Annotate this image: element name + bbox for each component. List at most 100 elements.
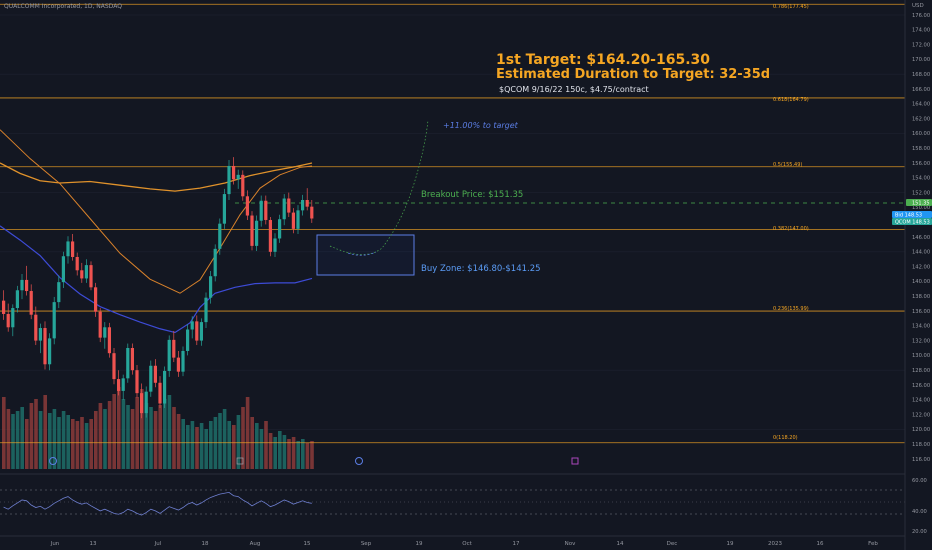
candle-body: [126, 348, 130, 379]
candle: [301, 194, 305, 216]
dividend-marker-icon[interactable]: [49, 457, 57, 465]
ma-short-line: [0, 225, 313, 334]
candle-body: [167, 339, 171, 371]
candle-body: [38, 328, 42, 341]
time-axis-label: 17: [513, 541, 520, 547]
earnings-marker-icon[interactable]: [571, 457, 579, 465]
duration-text: Estimated Duration to Target: 32-35d: [496, 67, 771, 82]
candle-body: [296, 210, 300, 229]
price-axis-label: 144.00: [912, 250, 930, 256]
candle: [268, 217, 272, 257]
volume-bar: [130, 409, 135, 469]
volume-bar: [199, 423, 204, 469]
candle: [48, 333, 52, 371]
candle-body: [245, 196, 249, 216]
volume-bar: [6, 409, 11, 469]
price-axis[interactable]: 176.00 174.00 172.00 170.00 168.00 166.00 164.…: [912, 13, 930, 463]
price-axis-label: 154.00: [912, 176, 930, 182]
volume-bar: [158, 405, 162, 469]
fib-label-0618: 0.618(164.79): [773, 97, 809, 103]
fib-label-0: 0(118.20): [773, 435, 798, 441]
fib-label-0786: 0.786(177.45): [773, 4, 809, 10]
event-markers: [49, 457, 579, 465]
candle: [11, 304, 15, 337]
time-axis-label: Jun: [50, 541, 60, 547]
volume-bar: [89, 419, 93, 469]
candle-body: [98, 311, 102, 338]
volume-bar: [245, 397, 250, 469]
volume-bar: [20, 407, 24, 469]
candle: [213, 244, 217, 282]
volume-bar: [190, 421, 195, 469]
candle: [176, 350, 180, 377]
candle-body: [268, 219, 272, 252]
earnings-marker-icon[interactable]: [236, 457, 244, 465]
candle: [259, 195, 263, 227]
price-axis-label: 126.00: [912, 383, 930, 389]
candle: [25, 265, 29, 296]
candle-body: [75, 256, 79, 271]
volume-bar: [25, 419, 29, 469]
candle-body: [278, 219, 282, 239]
candle-body: [195, 321, 199, 341]
candle: [287, 192, 291, 218]
candle: [6, 303, 10, 332]
volume-bar: [181, 419, 185, 469]
candle: [2, 290, 6, 320]
volume-bar: [273, 437, 277, 469]
fib-label-05: 0.5(155.49): [773, 162, 803, 168]
candle-body: [287, 198, 291, 213]
candle: [71, 234, 75, 261]
time-axis-label: 19: [727, 541, 734, 547]
candle-body: [20, 279, 24, 291]
candle-body: [213, 248, 217, 277]
contract-text: $QCOM 9/16/22 150c, $4.75/contract: [499, 85, 649, 94]
candle: [245, 190, 249, 220]
volume-bar: [126, 405, 130, 469]
volume-bar: [167, 395, 172, 469]
price-axis-label: 118.00: [912, 442, 930, 448]
indicator-axis: 60.00 40.00 20.00: [912, 478, 927, 535]
volume-bar: [236, 415, 241, 469]
candle: [195, 315, 199, 346]
candle-body: [15, 290, 19, 309]
time-axis[interactable]: Jun 13 Jul 18 Aug 15 Sep 19 Oct 17 Nov 14 Dec 19 2023 1…: [50, 541, 879, 547]
time-axis-label: Oct: [462, 541, 472, 547]
volume-bar: [140, 389, 144, 469]
price-axis-label: 166.00: [912, 87, 930, 93]
price-axis-label: 142.00: [912, 264, 930, 270]
volume-bar: [259, 429, 264, 469]
dividend-marker-icon[interactable]: [355, 457, 363, 465]
volume-bar: [209, 421, 213, 469]
price-axis-label: 120.00: [912, 427, 930, 433]
volume-bar: [176, 414, 181, 469]
volume-bar: [135, 397, 139, 469]
candle-body: [43, 328, 47, 365]
indicator-axis-label: 20.00: [912, 529, 927, 535]
fib-lines: [0, 3, 905, 444]
time-axis-label: 16: [817, 541, 824, 547]
candle-body: [84, 265, 88, 279]
volume-bar: [222, 409, 227, 469]
volume-bar: [186, 425, 190, 469]
volume-bar: [48, 413, 52, 469]
volume-bar: [241, 407, 245, 469]
price-tag: Bid 148.53: [892, 211, 932, 219]
volume-bar: [98, 403, 103, 469]
candle-body: [241, 174, 245, 197]
candle-body: [52, 302, 56, 339]
volume-bar: [255, 423, 259, 469]
time-axis-label: Aug: [250, 541, 261, 547]
volume-bar: [29, 403, 34, 469]
candle: [158, 376, 162, 408]
volume-bar: [75, 421, 80, 469]
volume-bar: [195, 427, 199, 469]
candle-body: [135, 370, 139, 394]
candle: [126, 343, 130, 383]
volume-bar: [112, 394, 116, 469]
candle: [15, 285, 19, 313]
candle-body: [2, 300, 6, 314]
candle: [61, 251, 65, 289]
candle: [291, 208, 295, 234]
